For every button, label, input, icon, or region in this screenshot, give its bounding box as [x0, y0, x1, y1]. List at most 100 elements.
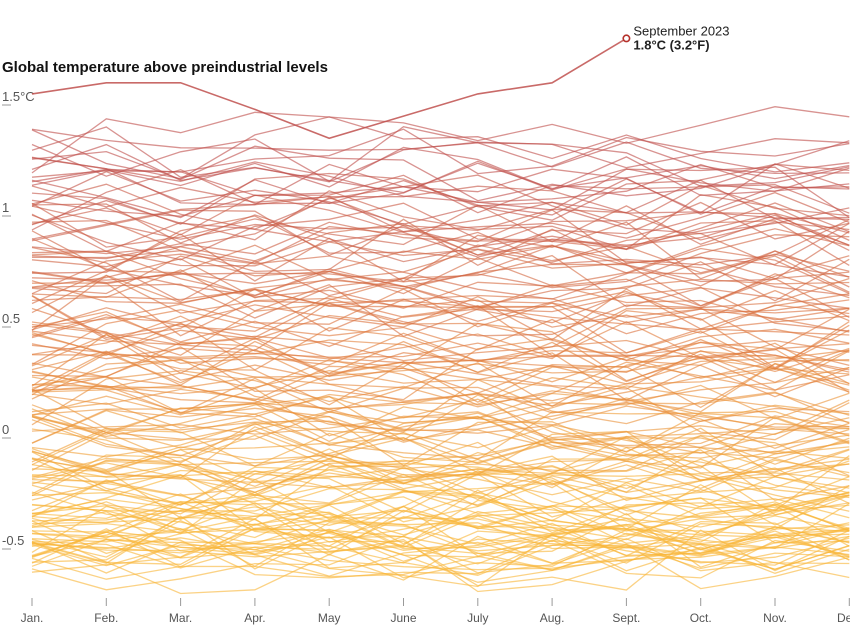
series-line: [31, 333, 850, 394]
series-line-2023: [31, 37, 627, 140]
x-tick-label: Feb.: [94, 611, 118, 625]
series-line: [31, 194, 850, 251]
y-tick-label: -0.5: [2, 533, 24, 548]
series-line: [31, 428, 850, 493]
series-line: [31, 392, 850, 449]
series-line: [31, 459, 850, 518]
series-line: [31, 368, 850, 402]
series-line: [31, 274, 850, 337]
x-tick-label: Oct.: [690, 611, 712, 625]
series-line: [31, 331, 850, 384]
series-line: [31, 449, 850, 501]
y-tick-label: 1: [2, 200, 9, 215]
series-line: [31, 435, 850, 489]
series-line: [31, 469, 850, 528]
series-line: [31, 396, 850, 448]
x-tick-label: June: [390, 611, 416, 625]
series-line: [31, 348, 850, 408]
series-line: [31, 388, 850, 441]
series-line: [31, 190, 850, 253]
series-line: [31, 544, 850, 571]
x-tick-label: Sept.: [612, 611, 640, 625]
x-tick-label: Nov.: [763, 611, 787, 625]
series-line: [31, 309, 850, 371]
series-line: [31, 485, 850, 553]
y-tick-label: 0: [2, 422, 9, 437]
y-tick-label: 1.5°C: [2, 89, 35, 104]
series-line: [31, 529, 850, 579]
x-tick-label: July: [467, 611, 488, 625]
series-line: [31, 399, 850, 441]
series-line: [31, 314, 850, 361]
series-line: [31, 232, 850, 278]
series-line: [31, 447, 850, 506]
series-line: [31, 310, 850, 369]
series-line: [31, 518, 850, 571]
series-line: [31, 106, 850, 174]
y-tick-label: 0.5: [2, 311, 20, 326]
series-line: [31, 446, 850, 501]
series-line: [31, 462, 850, 520]
series-line: [31, 426, 850, 479]
series-line: [31, 493, 850, 539]
series-line: [31, 385, 850, 432]
series-lines: [31, 106, 850, 595]
series-line: [31, 311, 850, 364]
series-line: [31, 163, 850, 231]
series-line: [31, 513, 850, 565]
series-line: [31, 254, 850, 319]
series-line: [31, 529, 850, 591]
series-line: [31, 185, 850, 220]
series-line: [31, 322, 850, 371]
series-line: [31, 234, 850, 289]
series-line: [31, 410, 850, 469]
series-line: [31, 504, 850, 552]
series-line: [31, 502, 850, 549]
series-line: [31, 478, 850, 535]
series-line: [31, 244, 850, 303]
series-line: [31, 377, 850, 422]
series-line: [31, 403, 850, 454]
series-line: [31, 528, 850, 564]
series-line: [31, 451, 850, 496]
series-line: [31, 408, 850, 467]
series-line: [31, 341, 850, 392]
series-line: [31, 430, 850, 482]
series-line: [31, 421, 850, 459]
series-line: [31, 422, 850, 471]
series-line: [31, 498, 850, 545]
x-tick-label: Jan.: [21, 611, 44, 625]
series-line: [31, 491, 850, 537]
series-line: [31, 376, 850, 441]
series-line: [31, 215, 850, 274]
x-tick-label: Apr.: [244, 611, 265, 625]
series-line: [31, 194, 850, 258]
series-line: [31, 411, 850, 467]
annotation-label-value: 1.8°C (3.2°F): [633, 37, 709, 52]
series-line: [31, 350, 850, 406]
series-line: [31, 385, 850, 444]
series-line: [31, 196, 850, 256]
x-tick-label: Aug.: [540, 611, 565, 625]
series-line: [31, 209, 850, 266]
series-line: [31, 474, 850, 539]
series-line: [31, 273, 850, 324]
series-line: [31, 202, 850, 261]
x-tick-label: May: [318, 611, 341, 625]
series-line: [31, 454, 850, 490]
highlight-series: [31, 37, 627, 140]
series-line: [31, 366, 850, 403]
x-tick-label: Mar.: [169, 611, 192, 625]
series-line: [31, 361, 850, 409]
series-line: [31, 183, 850, 243]
series-line: [31, 295, 850, 339]
series-line: [31, 126, 850, 187]
series-line: [31, 208, 850, 257]
x-axis: Jan. Feb. Mar. Apr. May June July Aug. Sept. Oct.…: [21, 598, 850, 625]
series-line: [31, 288, 850, 341]
series-line: [31, 157, 850, 215]
annotation-marker: [622, 34, 631, 43]
series-line: [31, 277, 850, 339]
series-line: [31, 530, 850, 595]
